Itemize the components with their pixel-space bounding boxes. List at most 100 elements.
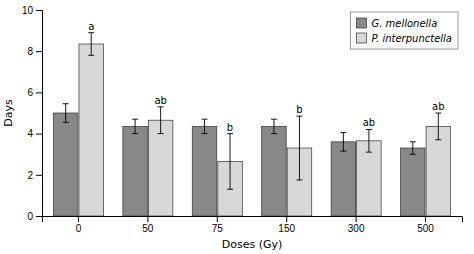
bar [331,142,356,216]
error-cap [158,133,164,134]
x-tick: 150 [278,216,295,234]
series [53,104,425,216]
error-cap [296,179,302,180]
error-bar [63,104,69,123]
y-tick: 6 [27,87,42,98]
bar [426,126,451,216]
bar [262,126,287,216]
error-cap [88,55,94,56]
y-axis-title: Days [2,99,15,127]
error-cap [202,119,208,120]
legend-label: P. interpunctella [371,33,452,44]
x-tick-mark [78,216,79,222]
x-tick-label: 0 [76,223,82,234]
error-cap [340,151,346,152]
error-line [65,104,66,123]
y-tick: 0 [27,211,42,222]
error-bar [271,119,277,133]
legend-label: G. mellonella [371,18,437,29]
y-tick: 8 [27,46,42,57]
error-line [412,142,413,154]
y-tick-mark [36,10,42,11]
error-bar [88,33,94,56]
error-line [273,119,274,133]
chart: 024681005075150300500aabbbababG. mellone… [0,0,474,254]
error-bar [296,116,302,180]
error-bar [366,129,372,152]
x-tick-label: 150 [278,223,295,234]
error-bar [202,119,208,133]
error-cap [366,129,372,130]
error-cap [271,119,277,120]
error-bar [132,119,138,133]
error-cap [202,133,208,134]
y-tick-label: 6 [27,87,33,98]
error-line [135,119,136,133]
error-line [230,134,231,190]
error-line [368,129,369,152]
x-tick-label: 300 [348,223,365,234]
x-tick-mark [217,216,218,222]
error-line [91,33,92,56]
legend: G. mellonella P. interpunctella [350,12,458,49]
y-axis-line [36,11,43,217]
bar [192,126,217,216]
error-cap [435,139,441,140]
y-tick-mark [36,134,42,135]
y-tick-mark [36,216,42,217]
y-tick-mark [36,175,42,176]
error-cap [271,133,277,134]
error-cap [410,154,416,155]
error-bar [340,133,346,152]
x-tick: 0 [76,216,82,234]
bar [79,44,104,216]
significance-label: ab [432,101,444,112]
bar [357,141,382,216]
significance-label: b [296,104,302,115]
x-axis: 0 50 75 150 300 500 [43,216,463,234]
legend-swatch [356,33,366,43]
x-tick-mark [147,216,148,222]
error-cap [366,152,372,153]
significance-label: a [88,21,94,32]
y-tick: 10 [22,5,42,16]
x-tick-mark [425,216,426,222]
error-bar [227,134,233,190]
significance-label: b [227,122,233,133]
error-cap [227,189,233,190]
y-tick-label: 4 [27,128,33,139]
error-cap [340,132,346,133]
y-tick-label: 0 [27,211,33,222]
x-tick-label: 500 [417,223,434,234]
bar [53,113,78,216]
marks [53,33,450,216]
error-cap [227,133,233,134]
error-cap [132,119,138,120]
x-tick: 75 [212,216,224,234]
x-tick: 50 [142,216,154,234]
y-tick-label: 10 [22,5,34,16]
x-axis-line [43,217,463,223]
bar [401,148,426,216]
error-line [438,113,439,140]
x-tick: 500 [417,216,434,234]
significance-label: ab [363,117,375,128]
y-tick-label: 8 [27,46,33,57]
error-cap [63,103,69,104]
error-cap [296,116,302,117]
series [79,33,451,216]
y-tick: 2 [27,170,42,181]
error-cap [158,106,164,107]
x-tick-label: 50 [142,223,154,234]
legend-swatch [356,18,366,28]
error-cap [435,113,441,114]
y-tick: 4 [27,128,42,139]
bar [123,126,148,216]
plot: 024681005075150300500aabbbababG. mellone… [22,5,463,234]
error-bar [435,113,441,140]
y-tick-label: 2 [27,170,33,181]
error-bar [158,107,164,134]
legend-box [350,12,458,49]
error-cap [88,32,94,33]
x-tick-mark [356,216,357,222]
